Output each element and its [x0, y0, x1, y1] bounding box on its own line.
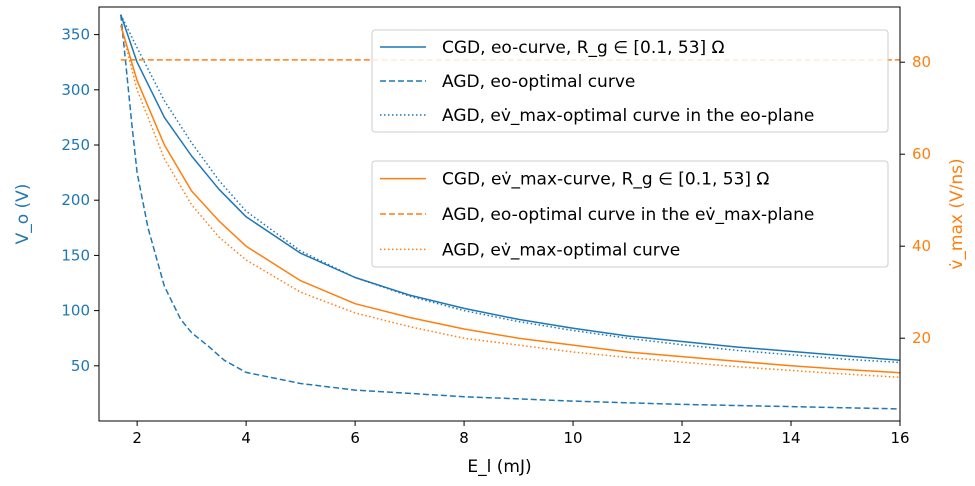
legend-1: CGD, eo-curve, R_g ∈ [0.1, 53] Ω AGD, eo-…	[371, 29, 889, 133]
legend-entry-label: AGD, ev̇_max-optimal curve	[442, 240, 680, 260]
left-y-axis-label: V_o (V)	[13, 184, 33, 245]
x-tick-label: 8	[459, 429, 469, 447]
right-y-tick-label: 20	[912, 329, 931, 347]
series-line-6-agd-ev-max-optimal-curve	[120, 25, 901, 379]
axis-labels: E_l (mJ) V_o (V) v̇_max (V/ns)	[13, 158, 967, 477]
x-tick-label: 16	[890, 429, 909, 447]
legend-entry-label: AGD, ev̇_max-optimal curve in the eo-pla…	[442, 106, 814, 126]
legend-frame	[371, 29, 889, 133]
series-line-1-cgd-eo-curve-r-g-0-1-53	[120, 14, 901, 362]
right-y-axis-label: v̇_max (V/ns)	[947, 158, 967, 269]
left-y-tick-label: 250	[61, 136, 90, 154]
legend-entry-label: AGD, eo-optimal curve in the ev̇_max-pla…	[442, 205, 814, 225]
left-y-tick-label: 150	[61, 246, 90, 264]
right-y-axis: 20 40 60 80	[900, 53, 931, 347]
x-axis: 2 4 6 8 10 12 14 16	[132, 421, 910, 447]
x-tick-label: 6	[350, 429, 360, 447]
right-y-tick-label: 60	[912, 145, 931, 163]
left-y-tick-label: 300	[61, 81, 90, 99]
plot-frame	[98, 6, 901, 422]
legend-frame	[371, 160, 889, 268]
legend-2: CGD, ev̇_max-curve, R_g ∈ [0.1, 53] Ω AGD…	[371, 160, 889, 268]
x-tick-label: 12	[672, 429, 691, 447]
x-tick-label: 14	[781, 429, 800, 447]
series-line-4-cgd-ev-max-curve-r-g-0-1-53	[120, 25, 901, 374]
left-y-tick-label: 200	[61, 191, 90, 209]
legend-entry-label: AGD, eo-optimal curve	[442, 72, 635, 92]
left-y-tick-label: 350	[61, 26, 90, 44]
x-tick-label: 10	[564, 429, 583, 447]
series-line-2-agd-eo-optimal-curve	[120, 14, 901, 410]
x-tick-label: 4	[241, 429, 251, 447]
x-tick-label: 2	[132, 429, 142, 447]
right-y-tick-label: 80	[912, 53, 931, 71]
left-y-axis: 50 100 150 200 250 300 350	[61, 26, 99, 375]
series-line-3-agd-ev-max-optimal-curve-in-the-eo-plane	[120, 14, 901, 364]
legend-entry-label: CGD, ev̇_max-curve, R_g ∈ [0.1, 53] Ω	[442, 170, 769, 190]
left-y-tick-label: 100	[61, 302, 90, 320]
legends: CGD, eo-curve, R_g ∈ [0.1, 53] Ω AGD, eo-…	[371, 29, 889, 268]
left-y-tick-label: 50	[71, 357, 90, 375]
right-y-tick-label: 40	[912, 237, 931, 255]
legend-entry-label: CGD, eo-curve, R_g ∈ [0.1, 53] Ω	[442, 38, 725, 58]
x-axis-label: E_l (mJ)	[467, 457, 531, 477]
